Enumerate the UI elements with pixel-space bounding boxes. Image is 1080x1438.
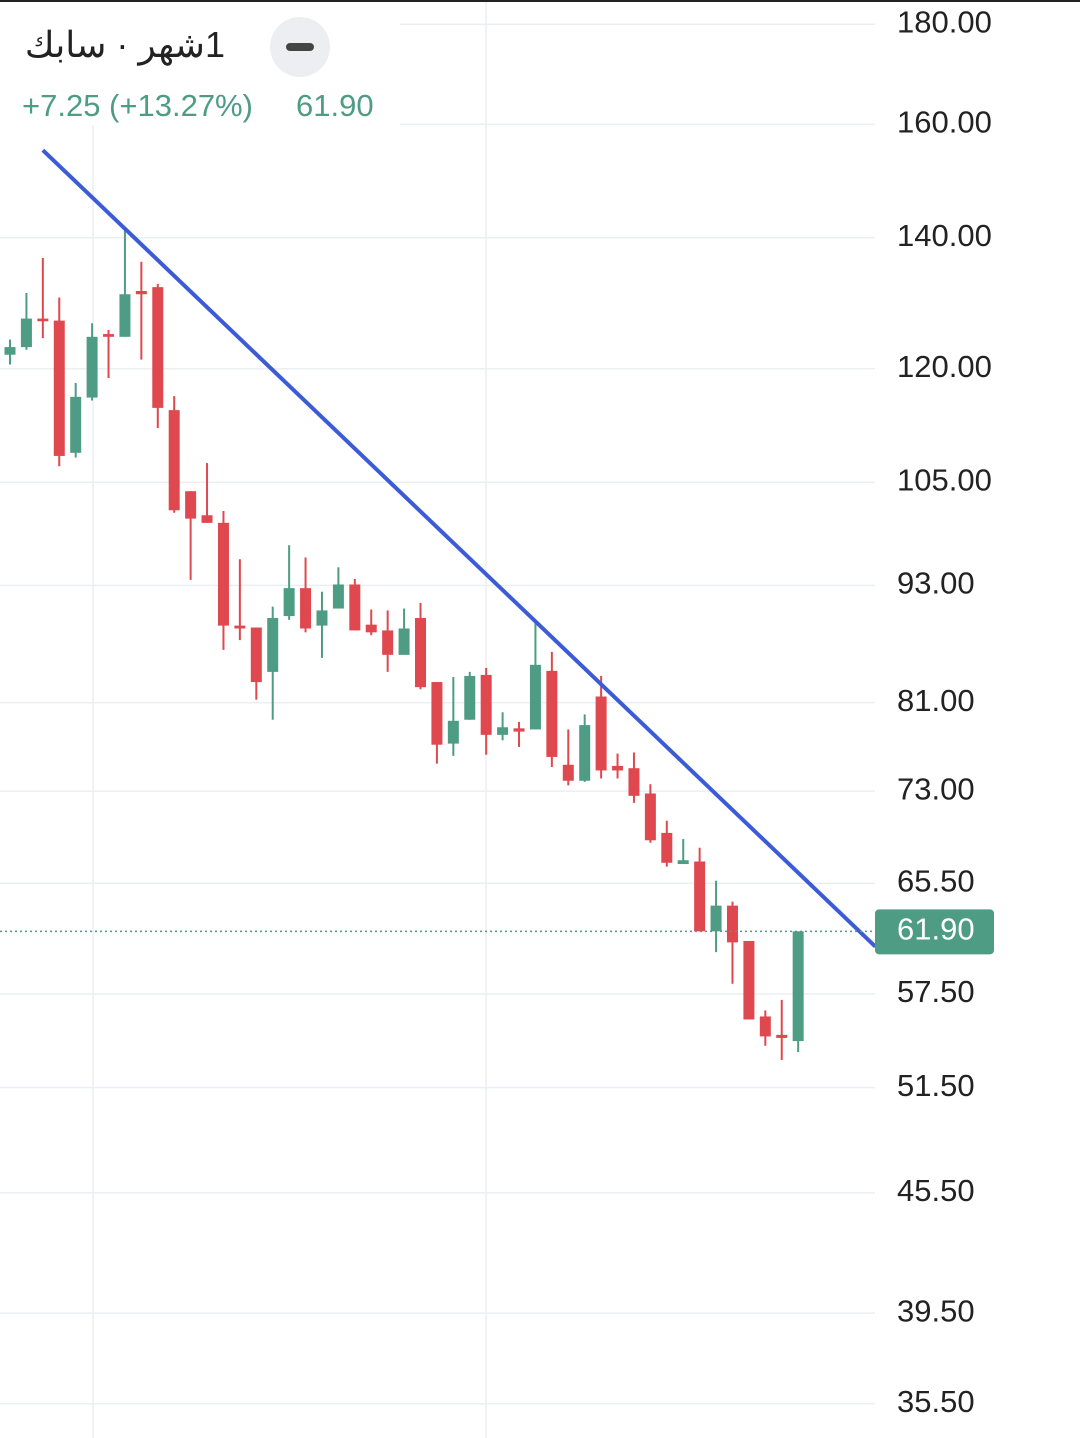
candle-body xyxy=(103,334,115,337)
candle-body xyxy=(644,793,656,841)
y-tick-label: 73.00 xyxy=(897,771,975,806)
candle-body xyxy=(562,764,574,781)
candle-body xyxy=(70,396,82,453)
candle-body xyxy=(726,905,738,943)
candle-body xyxy=(4,347,16,355)
y-tick-label: 180.00 xyxy=(897,4,992,39)
candle-body xyxy=(365,624,377,633)
y-tick-label: 81.00 xyxy=(897,683,975,718)
candle-body xyxy=(119,294,131,337)
candle-body xyxy=(759,1016,771,1037)
y-tick-label: 120.00 xyxy=(897,349,992,384)
candle-body xyxy=(529,664,541,730)
y-tick-label: 140.00 xyxy=(897,218,992,253)
candle-body xyxy=(480,674,492,735)
candle-body xyxy=(398,628,410,655)
candle-body xyxy=(234,625,246,629)
candle-body xyxy=(431,682,443,745)
candle-body xyxy=(20,318,32,348)
candle-body xyxy=(661,832,673,863)
last-price-tag-label: 61.90 xyxy=(897,912,975,947)
candle-body xyxy=(447,720,459,744)
y-tick-label: 105.00 xyxy=(897,462,992,497)
chart-title: 1شهر · سابك xyxy=(24,24,225,65)
candle-body xyxy=(267,617,279,672)
candle-body xyxy=(513,728,525,732)
y-axis: 180.00 160.00 140.00 120.00 105.00 93.00 81.00… xyxy=(875,4,994,1419)
candle-body xyxy=(595,696,607,771)
candle-body xyxy=(415,617,426,688)
y-tick-label: 160.00 xyxy=(897,104,992,139)
y-tick-label: 35.50 xyxy=(897,1384,975,1419)
candle-body xyxy=(382,630,394,655)
candle-body xyxy=(710,905,722,932)
y-tick-label: 51.50 xyxy=(897,1068,975,1103)
candle-body xyxy=(185,491,197,519)
candle-body xyxy=(283,588,295,617)
candle-body xyxy=(53,320,65,456)
candle-body xyxy=(694,861,706,932)
candle-body xyxy=(743,940,755,1020)
candle-body xyxy=(135,291,147,295)
candle-body xyxy=(546,670,558,757)
candle-body xyxy=(201,515,213,523)
trendline xyxy=(41,148,877,949)
header-bg xyxy=(0,0,400,125)
candle-body xyxy=(37,318,49,322)
y-tick-label: 57.50 xyxy=(897,974,975,1009)
candle-body xyxy=(250,627,262,683)
candle-body xyxy=(579,725,591,781)
candle-body xyxy=(86,336,98,398)
y-tick-label: 65.50 xyxy=(897,863,975,898)
y-tick-label: 45.50 xyxy=(897,1173,975,1208)
candle-body xyxy=(300,588,312,629)
y-tick-label: 93.00 xyxy=(897,566,975,601)
change-label: +7.25 (+13.27%) xyxy=(22,88,253,123)
candle-body xyxy=(612,765,624,771)
last-price-tag xyxy=(875,909,994,955)
candle-body xyxy=(349,584,361,631)
candle-body xyxy=(497,727,509,735)
candle-body xyxy=(217,522,229,626)
candle-body xyxy=(168,410,180,511)
y-tick-label: 39.50 xyxy=(897,1293,975,1328)
candle-body xyxy=(464,675,476,720)
candle-body xyxy=(677,860,689,865)
candle-body xyxy=(152,287,164,408)
candle-body xyxy=(628,768,640,796)
grid xyxy=(0,23,875,1405)
minus-icon xyxy=(286,43,314,51)
candle-body xyxy=(316,610,328,626)
candle-body xyxy=(792,931,804,1042)
last-price: 61.90 xyxy=(296,88,374,123)
candle-body xyxy=(776,1034,788,1038)
marks xyxy=(0,148,877,1061)
candle-body xyxy=(332,584,344,609)
